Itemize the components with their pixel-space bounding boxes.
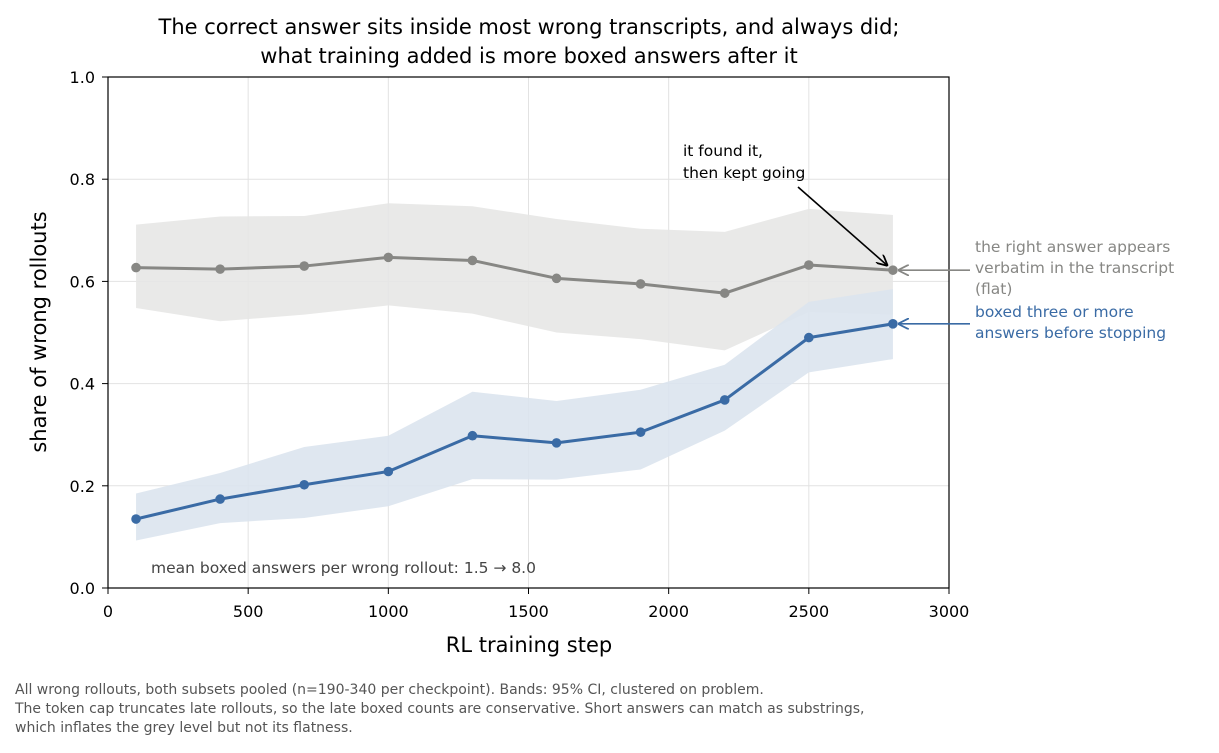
data-point-s0-7 [719,288,730,298]
y-tick-label-1: 0.2 [70,477,95,496]
series-line-0 [136,255,894,295]
caption-line-2: The token cap truncates late rollouts, s… [15,701,865,717]
y-axis-label: share of wrong rollouts [27,211,51,452]
annotation: it found it, then kept going [683,142,887,265]
data-point-s0-1 [215,264,225,274]
x-tick-label-2: 1000 [368,602,409,621]
series-points [131,252,898,524]
x-tick-label-4: 2000 [648,602,689,621]
confidence-bands [136,203,893,541]
chart: The correct answer sits inside most wron… [27,15,1174,657]
data-point-s0-8 [804,260,814,270]
x-axis-label: RL training step [446,633,612,657]
series-lines [135,255,894,521]
series-end-labels: the right answer appears verbatim in the … [899,238,1174,342]
x-tick-label-3: 1500 [508,602,549,621]
y-tick-label-3: 0.6 [70,272,95,291]
data-point-s1-6 [635,427,646,437]
data-point-s1-5 [551,438,562,448]
chart-title-line-2: what training added is more boxed answer… [260,44,797,68]
chart-title-line-1: The correct answer sits inside most wron… [158,15,900,39]
figure-caption: All wrong rollouts, both subsets pooled … [15,681,1205,738]
y-tick-label-0: 0.0 [70,579,95,598]
data-point-s1-0 [131,514,141,524]
data-point-s1-9 [888,319,898,329]
series-label-0-line-2: (flat) [975,280,1012,298]
x-axis-ticks: 0 500 1000 1500 2000 2500 3000 [103,588,969,621]
y-tick-label-2: 0.4 [70,375,95,394]
data-point-s1-2 [299,479,310,490]
data-point-s1-1 [215,494,225,504]
caption-line-1: All wrong rollouts, both subsets pooled … [15,682,764,698]
data-point-s0-4 [467,255,478,266]
data-point-s1-3 [383,466,394,477]
data-point-s0-2 [299,261,310,271]
data-point-s1-8 [804,332,814,343]
data-point-s0-9 [888,265,898,275]
mean-boxed-note: mean boxed answers per wrong rollout: 1.… [151,559,536,577]
data-point-s0-3 [383,252,394,263]
data-point-s0-6 [635,279,646,289]
data-point-s0-5 [551,273,562,284]
x-tick-label-1: 500 [233,602,264,621]
data-point-s0-0 [131,262,141,273]
ci-band-series-0 [136,203,893,351]
series-label-0-line-0: the right answer appears [975,238,1170,256]
series-label-0-line-1: verbatim in the transcript [975,259,1174,277]
annotation-line-1: then kept going [683,164,805,182]
annotation-line-0: it found it, [683,142,763,160]
ci-band-series-1 [136,289,893,541]
y-tick-label-4: 0.8 [70,170,95,189]
series-label-1-line-1: answers before stopping [975,324,1166,342]
annotation-arrow [797,186,887,265]
y-axis-ticks: 0.0 0.2 0.4 0.6 0.8 1.0 [70,68,108,598]
x-tick-label-0: 0 [103,602,113,621]
x-tick-label-6: 3000 [929,602,970,621]
y-tick-label-5: 1.0 [70,68,95,87]
x-tick-label-5: 2500 [788,602,829,621]
series-label-1-line-0: boxed three or more [975,303,1134,321]
caption-line-3: which inflates the grey level but not it… [15,720,353,736]
series-line-1 [135,322,894,521]
data-point-s1-4 [467,430,478,441]
data-point-s1-7 [719,395,730,405]
